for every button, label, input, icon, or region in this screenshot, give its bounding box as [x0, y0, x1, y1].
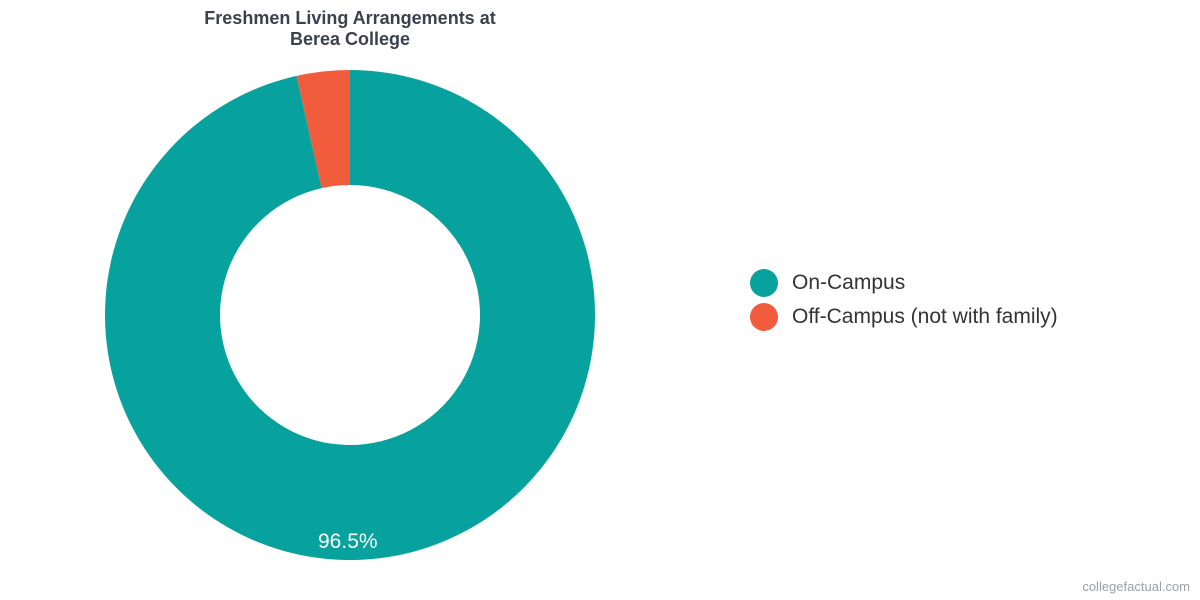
chart-title-line2: Berea College: [0, 29, 700, 50]
legend-item-0: On-Campus: [750, 269, 1058, 297]
donut-chart: 96.5%: [60, 50, 640, 580]
primary-value-label: 96.5%: [318, 530, 378, 554]
legend-label: On-Campus: [792, 271, 905, 295]
attribution-text: collegefactual.com: [1082, 579, 1190, 594]
chart-title: Freshmen Living Arrangements at Berea Co…: [0, 8, 700, 50]
chart-title-line1: Freshmen Living Arrangements at: [0, 8, 700, 29]
legend-swatch-icon: [750, 303, 778, 331]
legend-swatch-icon: [750, 269, 778, 297]
chart-legend: On-Campus Off-Campus (not with family): [750, 263, 1058, 337]
chart-container: Freshmen Living Arrangements at Berea Co…: [0, 0, 1200, 600]
legend-item-1: Off-Campus (not with family): [750, 303, 1058, 331]
donut-svg: [100, 65, 600, 565]
legend-label: Off-Campus (not with family): [792, 305, 1058, 329]
